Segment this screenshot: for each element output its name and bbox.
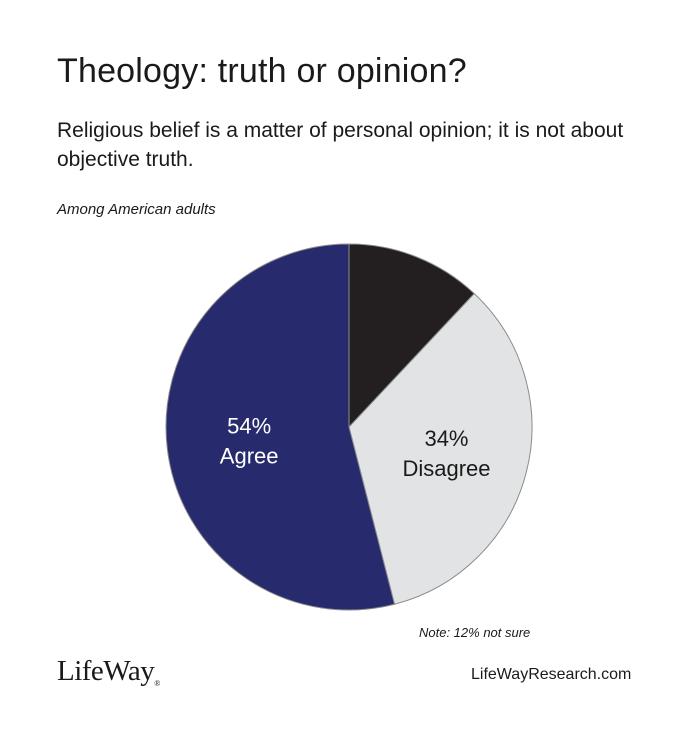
pie-slice-not-sure bbox=[348, 243, 475, 429]
chart-subtitle: Religious belief is a matter of personal… bbox=[57, 119, 624, 171]
slice-text-label-agree: Agree bbox=[220, 444, 279, 469]
logo-registered-mark: ® bbox=[154, 679, 161, 688]
slice-text-label-disagree: Disagree bbox=[402, 456, 490, 481]
slice-pct-label-agree: 54% bbox=[227, 414, 271, 439]
chart-title: Theology: truth or opinion? bbox=[57, 52, 467, 90]
pie-slice-disagree bbox=[348, 292, 533, 605]
pie-labels: 34% Disagree 54% Agree bbox=[220, 414, 491, 481]
footnote: Note: 12% not sure bbox=[419, 625, 531, 640]
slice-pct-label-disagree: 34% bbox=[424, 426, 468, 451]
pie-slices bbox=[165, 243, 533, 611]
population-label: Among American adults bbox=[57, 201, 216, 218]
pie-slice-agree bbox=[165, 243, 396, 611]
lifeway-logo: LifeWay® bbox=[57, 655, 160, 688]
logo-text: LifeWay bbox=[57, 655, 155, 687]
website-link[interactable]: LifeWayResearch.com bbox=[471, 666, 632, 683]
